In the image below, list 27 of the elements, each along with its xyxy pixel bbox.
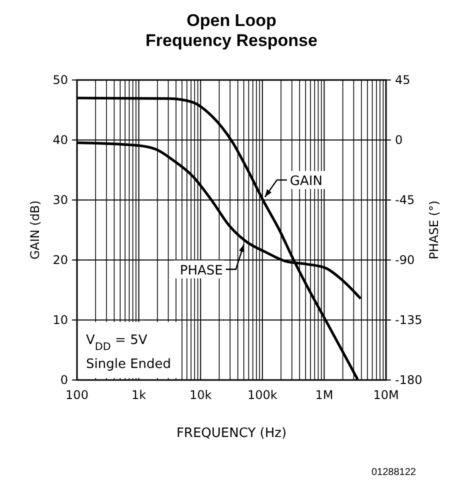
y-tick-label: 10 xyxy=(52,313,68,327)
y-tick-label: 20 xyxy=(52,253,68,267)
text: PHASE xyxy=(180,263,223,278)
y2-tick-label: -135 xyxy=(395,313,422,327)
text: 01288122 xyxy=(372,467,416,478)
y-axis-title: GAIN (dB) xyxy=(28,200,42,260)
y2-tick-label: 45 xyxy=(395,73,410,87)
y2-tick-label: -45 xyxy=(395,193,415,207)
x-tick-label: 10k xyxy=(189,388,212,402)
y-tick-label: 30 xyxy=(52,193,68,207)
x-tick-label: 100k xyxy=(247,388,278,402)
x-tick-label: 1M xyxy=(315,388,334,402)
y-tick-label: 50 xyxy=(52,73,68,87)
y2-tick-label: -180 xyxy=(395,373,422,387)
x-tick-label: 1k xyxy=(132,388,146,402)
y2-axis-title: PHASE (°) xyxy=(427,200,441,260)
x-tick-label: 100 xyxy=(66,388,88,402)
annotation: Single Ended xyxy=(86,357,172,372)
chart-title: Open Loop Frequency Response xyxy=(146,11,318,50)
y2-tick-label: 0 xyxy=(395,133,403,147)
y-tick-label: 0 xyxy=(60,373,68,387)
x-tick-label: 10M xyxy=(373,388,399,402)
annotation: V$_{DD}$ = 5V xyxy=(86,333,148,353)
x-axis-title: FREQUENCY (Hz) xyxy=(176,426,287,441)
y2-tick-label: -90 xyxy=(395,253,415,267)
legend-label: GAIN xyxy=(290,174,322,189)
y-tick-label: 40 xyxy=(52,133,68,147)
